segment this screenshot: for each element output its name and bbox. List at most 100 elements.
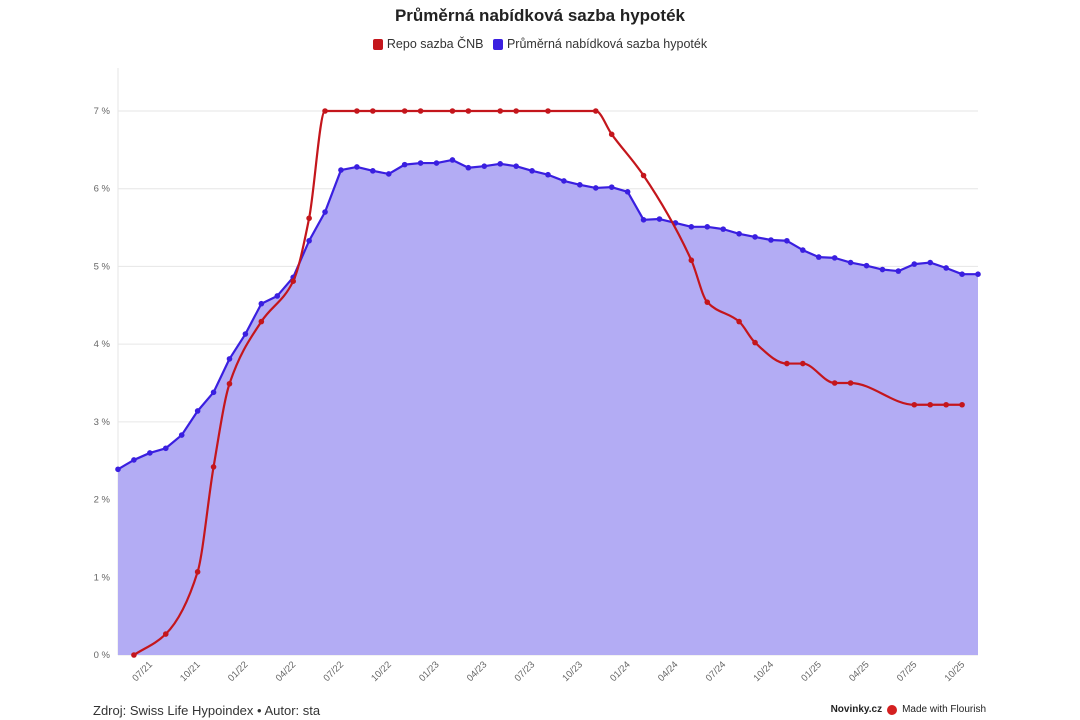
mortgage-point [385,171,392,177]
mortgage-point [131,457,137,463]
mortgage-point [640,217,647,223]
repo-point [354,108,360,114]
mortgage-point [529,168,535,174]
publisher-logo[interactable]: Novinky.cz [830,704,883,715]
x-tick-label: 10/23 [560,659,585,684]
repo-point [847,380,854,386]
mortgage-point [975,271,981,278]
repo-point [513,108,519,114]
mortgage-point [274,293,281,299]
mortgage-point [194,408,201,414]
repo-point [497,108,504,114]
y-tick-label: 4 % [94,339,111,350]
x-tick-label: 01/22 [226,659,251,684]
legend-item-mortgage[interactable]: Průměrná nabídková sazba hypoték [492,37,707,51]
repo-point [608,131,615,138]
mortgage-point [115,466,121,473]
repo-point [131,652,137,658]
mortgage-point [577,182,583,188]
mortgage-point [354,164,360,170]
mortgage-point [800,247,806,253]
x-tick-label: 10/24 [751,659,776,684]
repo-point [784,360,790,367]
legend: Repo sazba ČNB Průměrná nabídková sazba … [0,37,1080,53]
mortgage-point [959,271,965,278]
repo-point [322,108,328,114]
repo-point [640,172,647,179]
repo-point [290,278,296,284]
repo-point [831,380,838,386]
legend-swatch-mortgage [492,38,503,50]
x-tick-label: 10/25 [943,659,968,684]
flourish-icon [887,704,898,715]
mortgage-point [465,164,472,171]
mortgage-point [815,254,822,260]
mortgage-point [608,184,615,190]
mortgage-point [162,445,169,452]
x-tick-label: 07/22 [321,659,346,684]
repo-point [800,360,806,367]
repo-point [162,631,169,637]
repo-point [545,108,551,114]
x-tick-label: 07/23 [513,659,538,684]
legend-swatch-repo [372,38,383,50]
repo-point [210,464,217,470]
mortgage-point [561,178,567,184]
x-tick-label: 04/24 [656,659,681,684]
mortgage-point [895,268,902,274]
x-tick-label: 07/21 [130,659,155,684]
mortgage-point [497,161,504,167]
mortgage-point [863,262,870,269]
mortgage-point [592,185,599,191]
mortgage-point [481,163,488,169]
mortgage-point [704,223,711,230]
mortgage-point [401,161,408,168]
y-tick-label: 7 % [94,106,111,117]
mortgage-point [768,237,774,243]
y-tick-label: 1 % [94,572,111,583]
x-tick-label: 04/23 [465,659,490,684]
mortgage-point [226,356,233,362]
x-tick-label: 04/22 [274,659,299,684]
mortgage-point [322,209,328,215]
x-tick-label: 01/25 [799,659,824,684]
repo-point [417,108,424,114]
mortgage-point [752,234,758,240]
mortgage-point [624,189,631,195]
mortgage-point [513,163,519,169]
repo-point [704,299,711,305]
mortgage-point [370,168,376,174]
branding: Novinky.cz Made with Flourish [831,704,986,715]
mortgage-point [433,160,440,166]
y-tick-label: 3 % [94,417,111,428]
x-tick-label: 01/24 [608,659,633,684]
repo-point [752,339,758,346]
repo-point [401,108,408,114]
mortgage-point [449,157,456,163]
repo-point [911,401,918,408]
repo-point [306,215,312,222]
mortgage-point [736,230,742,237]
x-tick-label: 04/25 [847,659,872,684]
legend-label-repo: Repo sazba ČNB [386,37,484,51]
mortgage-point [847,259,854,266]
mortgage-point [720,226,726,232]
y-tick-label: 2 % [94,495,111,506]
legend-item-repo[interactable]: Repo sazba ČNB [372,37,484,51]
mortgage-point [656,216,663,222]
mortgage-point [879,266,886,273]
mortgage-point [911,261,918,267]
mortgage-point [784,237,790,244]
x-tick-label: 01/23 [417,659,442,684]
repo-point [959,401,965,408]
repo-point [927,401,934,408]
y-tick-label: 5 % [94,261,111,272]
made-with-flourish-link[interactable]: Made with Flourish [902,704,986,715]
repo-point [194,569,201,575]
mortgage-point [242,331,249,337]
x-tick-label: 10/22 [369,659,394,684]
repo-point [226,380,233,387]
repo-point [688,257,695,264]
y-tick-label: 0 % [94,650,111,661]
